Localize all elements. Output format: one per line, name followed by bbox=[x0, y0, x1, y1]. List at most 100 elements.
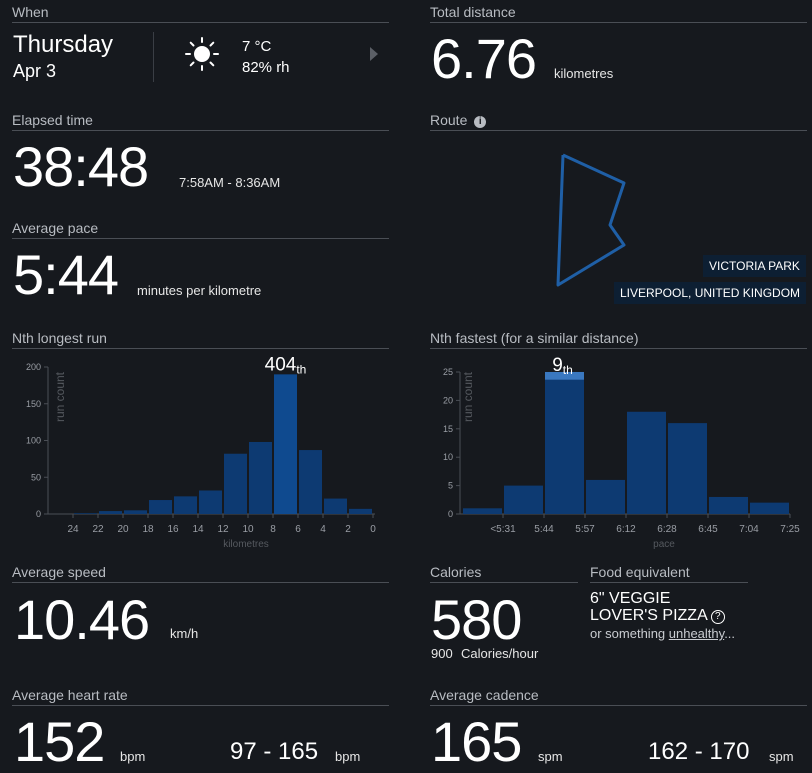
info-icon[interactable]: i bbox=[474, 116, 487, 128]
x-tick-label: 6:45 bbox=[698, 524, 718, 535]
histogram-bar bbox=[199, 490, 222, 514]
route-path bbox=[556, 153, 626, 287]
chevron-right-icon[interactable] bbox=[369, 46, 379, 67]
average-speed-label: Average speed bbox=[12, 564, 106, 580]
calories-divider bbox=[430, 582, 578, 583]
nth-fastest-label: Nth fastest (for a similar distance) bbox=[430, 330, 639, 346]
average-speed-unit: km/h bbox=[170, 626, 199, 641]
y-tick-label: 150 bbox=[26, 399, 41, 409]
route-label-text: Route bbox=[430, 112, 468, 128]
nth-fastest-chart: 0 5 10 15 20 25 run count <5:31 5:44 5:57 6:12 6:28… bbox=[443, 355, 800, 550]
nth-longest-label: Nth longest run bbox=[12, 330, 107, 346]
average-pace-divider bbox=[12, 238, 389, 239]
x-tick-label: 6:12 bbox=[616, 524, 636, 535]
average-speed-divider bbox=[12, 582, 389, 583]
x-tick-label: 16 bbox=[167, 524, 179, 535]
histogram-bar bbox=[74, 513, 97, 514]
y-tick-label: 15 bbox=[443, 424, 453, 434]
histogram-bar bbox=[463, 508, 502, 514]
histogram-bar bbox=[274, 374, 297, 514]
question-circle-icon[interactable]: ? bbox=[710, 610, 725, 624]
nth-longest-divider bbox=[12, 348, 389, 349]
food-suffix: or something unhealthy... bbox=[590, 626, 735, 641]
histogram-bar bbox=[545, 377, 584, 514]
humidity: 82% rh bbox=[242, 59, 290, 76]
calories-rate-unit: Calories/hour bbox=[461, 646, 539, 661]
total-distance-unit: kilometres bbox=[554, 66, 614, 81]
y-tick-label: 10 bbox=[443, 452, 453, 462]
fastest-rank-label: 9th bbox=[552, 355, 573, 377]
route-label: Route i bbox=[430, 112, 487, 128]
x-tick-label: 7:25 bbox=[780, 524, 800, 535]
unhealthy-link[interactable]: unhealthy bbox=[668, 626, 725, 641]
heart-rate-label: Average heart rate bbox=[12, 687, 128, 703]
elapsed-time-range: 7:58AM - 8:36AM bbox=[179, 175, 281, 190]
x-tick-label: 2 bbox=[345, 524, 351, 535]
elapsed-time-value: 38:48 bbox=[13, 135, 149, 198]
calories-value: 580 bbox=[431, 588, 522, 651]
route-location-badge: LIVERPOOL, UNITED KINGDOM bbox=[614, 282, 807, 304]
route-divider bbox=[430, 130, 807, 131]
x-tick-label: 5:44 bbox=[534, 524, 554, 535]
fastest-rank-suffix: th bbox=[563, 363, 573, 377]
x-tick-label: 7:04 bbox=[739, 524, 759, 535]
temperature: 7 °C bbox=[242, 38, 272, 55]
histogram-bar bbox=[750, 502, 789, 514]
x-tick-label: 22 bbox=[92, 524, 104, 535]
when-label: When bbox=[12, 4, 49, 20]
x-tick-label: 6 bbox=[295, 524, 301, 535]
y-axis-title: run count bbox=[461, 371, 475, 422]
longest-rank-number: 404 bbox=[265, 354, 297, 375]
food-name-line2-text: LOVER'S PIZZA bbox=[590, 607, 708, 624]
average-pace-value: 5:44 bbox=[13, 243, 119, 306]
histogram-bar bbox=[627, 411, 666, 514]
y-tick-label: 20 bbox=[443, 395, 453, 405]
y-tick-label: 0 bbox=[36, 509, 41, 519]
run-date: Apr 3 bbox=[13, 61, 57, 81]
x-tick-label: <5:31 bbox=[490, 524, 516, 535]
y-tick-label: 100 bbox=[26, 436, 41, 446]
food-suffix-post: ... bbox=[724, 626, 736, 641]
histogram-bar bbox=[586, 479, 625, 514]
nth-fastest-divider bbox=[430, 348, 807, 349]
food-name-line1: 6" VEGGIE bbox=[590, 590, 671, 607]
x-tick-label: 0 bbox=[370, 524, 376, 535]
histogram-bar bbox=[249, 441, 272, 514]
heart-rate-range: 97 - 165 bbox=[230, 738, 319, 765]
heart-rate-unit: bpm bbox=[120, 749, 146, 764]
average-pace-label: Average pace bbox=[12, 220, 99, 236]
route-map bbox=[556, 153, 626, 287]
histogram-bar bbox=[124, 510, 147, 514]
histogram-bar bbox=[349, 508, 372, 514]
heart-rate-range-unit: bpm bbox=[335, 749, 361, 764]
histogram-bar bbox=[224, 453, 247, 514]
x-axis-title: kilometres bbox=[223, 539, 269, 550]
total-distance-label: Total distance bbox=[430, 4, 516, 20]
histogram-bar bbox=[504, 485, 543, 514]
x-tick-label: 14 bbox=[192, 524, 204, 535]
food-equivalent-label: Food equivalent bbox=[590, 564, 690, 580]
cadence-divider bbox=[430, 705, 807, 706]
histogram-bar bbox=[99, 511, 122, 514]
x-tick-label: 10 bbox=[242, 524, 254, 535]
x-tick-label: 5:57 bbox=[575, 524, 595, 535]
elapsed-time-label: Elapsed time bbox=[12, 112, 93, 128]
histogram-bar bbox=[709, 496, 748, 514]
x-tick-label: 24 bbox=[67, 524, 79, 535]
food-name-line2: LOVER'S PIZZA? bbox=[590, 607, 725, 624]
cadence-range: 162 - 170 bbox=[648, 738, 750, 765]
histogram-bar bbox=[174, 496, 197, 514]
y-tick-label: 200 bbox=[26, 362, 41, 372]
when-divider bbox=[12, 22, 389, 23]
day-of-week: Thursday bbox=[13, 31, 114, 58]
x-tick-label: 6:28 bbox=[657, 524, 677, 535]
sun-icon bbox=[184, 36, 220, 77]
elapsed-time-divider bbox=[12, 130, 389, 131]
calories-label: Calories bbox=[430, 564, 482, 580]
fastest-rank-number: 9 bbox=[552, 355, 563, 376]
y-tick-label: 25 bbox=[443, 367, 453, 377]
heart-rate-divider bbox=[12, 705, 389, 706]
food-suffix-pre: or something bbox=[590, 626, 669, 641]
route-park-badge: VICTORIA PARK bbox=[703, 255, 806, 277]
